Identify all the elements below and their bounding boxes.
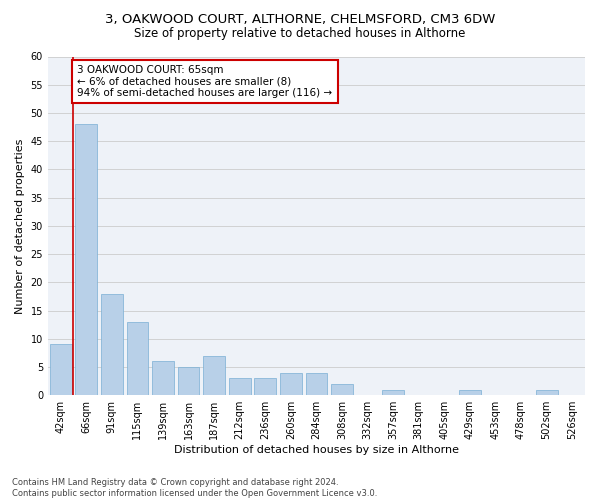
Bar xyxy=(459,390,481,395)
Bar xyxy=(76,124,97,395)
Bar xyxy=(178,367,199,395)
Text: Size of property relative to detached houses in Althorne: Size of property relative to detached ho… xyxy=(134,28,466,40)
Text: 3 OAKWOOD COURT: 65sqm
← 6% of detached houses are smaller (8)
94% of semi-detac: 3 OAKWOOD COURT: 65sqm ← 6% of detached … xyxy=(77,65,332,98)
Bar xyxy=(254,378,276,395)
Bar xyxy=(229,378,251,395)
Text: Contains HM Land Registry data © Crown copyright and database right 2024.
Contai: Contains HM Land Registry data © Crown c… xyxy=(12,478,377,498)
Bar xyxy=(305,372,328,395)
Bar xyxy=(536,390,557,395)
X-axis label: Distribution of detached houses by size in Althorne: Distribution of detached houses by size … xyxy=(174,445,459,455)
Text: 3, OAKWOOD COURT, ALTHORNE, CHELMSFORD, CM3 6DW: 3, OAKWOOD COURT, ALTHORNE, CHELMSFORD, … xyxy=(105,12,495,26)
Bar xyxy=(50,344,71,395)
Y-axis label: Number of detached properties: Number of detached properties xyxy=(15,138,25,314)
Bar xyxy=(127,322,148,395)
Bar xyxy=(101,294,123,395)
Bar xyxy=(152,362,174,395)
Bar xyxy=(280,372,302,395)
Bar xyxy=(382,390,404,395)
Bar xyxy=(331,384,353,395)
Bar xyxy=(203,356,225,395)
